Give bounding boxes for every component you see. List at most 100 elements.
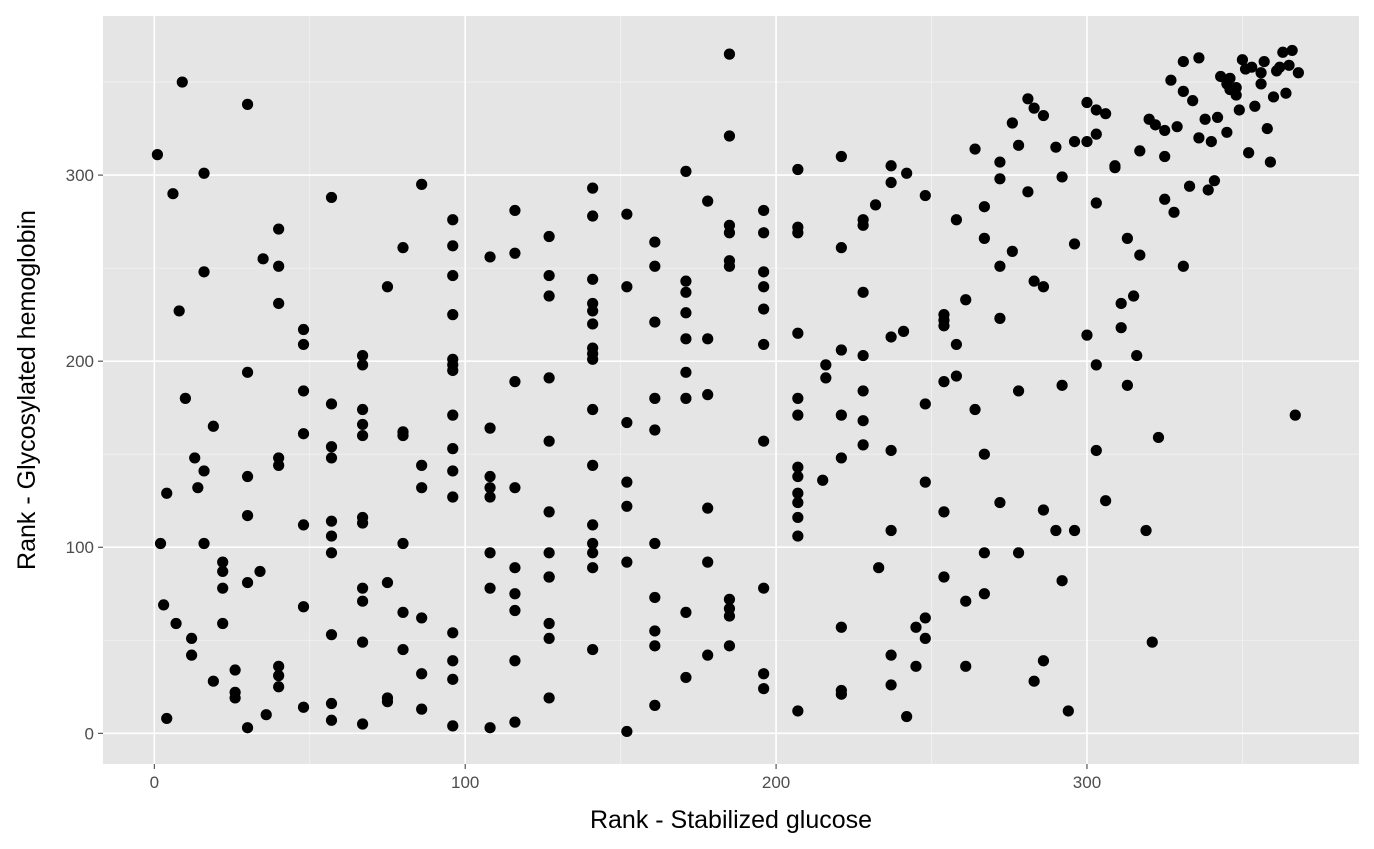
data-point bbox=[960, 660, 972, 672]
data-point bbox=[543, 372, 555, 384]
data-point bbox=[161, 487, 173, 499]
data-point bbox=[649, 625, 661, 637]
data-point bbox=[587, 305, 599, 317]
data-point bbox=[680, 286, 692, 298]
data-point bbox=[217, 565, 229, 578]
data-point bbox=[587, 562, 599, 574]
data-point bbox=[897, 325, 910, 337]
data-point bbox=[885, 679, 897, 691]
data-point bbox=[919, 612, 931, 624]
data-point bbox=[356, 582, 369, 594]
data-point bbox=[1062, 705, 1074, 717]
data-point bbox=[1280, 87, 1292, 99]
data-point bbox=[960, 595, 972, 607]
data-point bbox=[835, 621, 847, 633]
data-point bbox=[1109, 162, 1121, 174]
data-point bbox=[680, 333, 692, 345]
data-point bbox=[484, 251, 496, 263]
data-point bbox=[723, 48, 736, 60]
data-point bbox=[167, 188, 179, 200]
data-point bbox=[723, 260, 736, 272]
data-point bbox=[416, 612, 428, 624]
data-point bbox=[950, 214, 962, 226]
y-tick-label: 300 bbox=[66, 166, 94, 185]
data-point bbox=[1012, 385, 1025, 397]
data-point bbox=[792, 511, 804, 524]
data-point bbox=[587, 210, 599, 222]
data-point bbox=[1221, 126, 1233, 138]
data-point bbox=[680, 165, 692, 177]
data-point bbox=[587, 519, 599, 531]
data-point bbox=[649, 260, 661, 272]
data-point bbox=[792, 392, 804, 404]
data-point bbox=[484, 470, 496, 483]
data-point bbox=[1115, 297, 1127, 310]
data-point bbox=[901, 167, 913, 179]
data-point bbox=[1152, 431, 1165, 444]
data-point bbox=[1205, 135, 1217, 148]
data-point bbox=[179, 392, 191, 404]
data-point bbox=[509, 204, 521, 217]
data-point bbox=[416, 703, 428, 715]
data-point bbox=[758, 683, 770, 695]
x-tick-label: 200 bbox=[762, 773, 790, 792]
data-point bbox=[207, 420, 219, 432]
data-point bbox=[257, 253, 269, 265]
data-point bbox=[229, 664, 241, 676]
data-point bbox=[161, 712, 173, 725]
data-point bbox=[621, 476, 633, 488]
data-point bbox=[1006, 245, 1018, 257]
data-point bbox=[621, 725, 633, 738]
data-point bbox=[1165, 74, 1177, 86]
data-point bbox=[1261, 122, 1273, 135]
data-point bbox=[186, 632, 198, 645]
data-point bbox=[1177, 55, 1189, 68]
data-point bbox=[356, 595, 369, 607]
data-point bbox=[1022, 93, 1034, 105]
data-point bbox=[170, 617, 182, 630]
data-point bbox=[1249, 100, 1261, 112]
data-point bbox=[978, 201, 990, 213]
data-point bbox=[792, 470, 804, 483]
data-point bbox=[447, 443, 459, 455]
data-point bbox=[1121, 379, 1133, 391]
data-point bbox=[919, 476, 931, 488]
data-point bbox=[1171, 121, 1183, 133]
data-point bbox=[938, 506, 950, 518]
data-point bbox=[1199, 113, 1211, 125]
data-point bbox=[820, 372, 832, 384]
data-point bbox=[1037, 109, 1050, 122]
data-point bbox=[1068, 238, 1081, 250]
data-point bbox=[484, 482, 496, 494]
data-point bbox=[484, 422, 496, 434]
data-point bbox=[1037, 281, 1050, 293]
data-point bbox=[702, 195, 714, 207]
y-tick-label: 0 bbox=[85, 724, 94, 743]
data-point bbox=[1177, 85, 1189, 97]
data-point bbox=[325, 398, 338, 410]
x-tick-label: 0 bbox=[150, 773, 159, 792]
data-point bbox=[758, 668, 770, 680]
data-point bbox=[1177, 260, 1189, 272]
data-point bbox=[297, 323, 310, 336]
data-point bbox=[835, 688, 847, 700]
data-point bbox=[835, 452, 847, 464]
data-point bbox=[792, 496, 804, 509]
data-point bbox=[325, 697, 338, 710]
data-point bbox=[1202, 184, 1214, 196]
data-point bbox=[447, 309, 459, 321]
data-point bbox=[356, 517, 369, 529]
data-point bbox=[1081, 329, 1093, 341]
data-point bbox=[758, 338, 770, 351]
data-point bbox=[758, 303, 770, 315]
data-point bbox=[1050, 524, 1062, 537]
data-point bbox=[994, 156, 1006, 168]
data-point bbox=[217, 617, 229, 630]
data-point bbox=[543, 435, 555, 447]
data-point bbox=[702, 389, 714, 401]
x-tick-label: 300 bbox=[1073, 773, 1101, 792]
data-point bbox=[397, 537, 409, 550]
data-point bbox=[1289, 409, 1301, 421]
data-point bbox=[649, 316, 661, 328]
data-point bbox=[1012, 547, 1025, 559]
